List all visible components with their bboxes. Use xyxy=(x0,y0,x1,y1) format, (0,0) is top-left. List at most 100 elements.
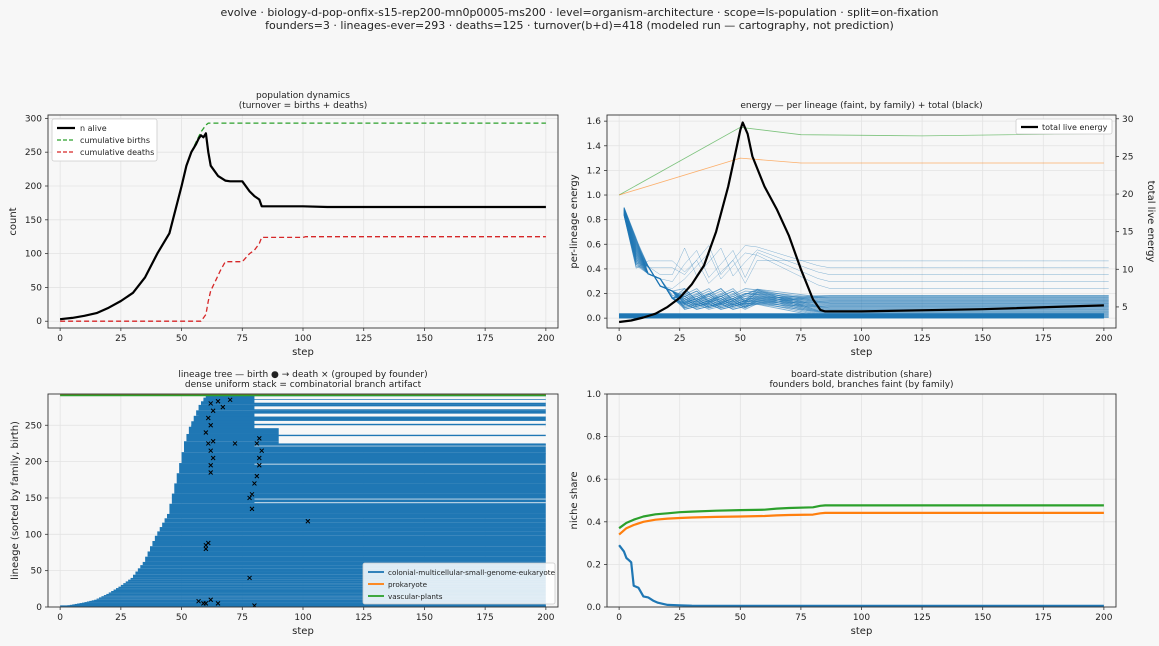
y-axis-label: lineage (sorted by family, birth) xyxy=(10,421,21,580)
lineage-energy-line xyxy=(623,214,1109,310)
death-marker xyxy=(252,481,257,486)
lineage-bar xyxy=(101,596,546,598)
death-marker xyxy=(203,546,209,552)
death-marker xyxy=(210,455,216,461)
y-right-tick-label: 30 xyxy=(1122,115,1134,125)
lineage-bar xyxy=(147,551,546,557)
lineage-bar xyxy=(96,598,546,600)
plot-area xyxy=(59,122,546,322)
x-tick-label: 50 xyxy=(176,613,188,623)
lineage-bar xyxy=(140,565,546,569)
y-tick-label: 200 xyxy=(25,458,42,468)
lineage-energy-line xyxy=(623,213,1109,303)
y-tick-label: 0.0 xyxy=(587,314,602,324)
dead-lineage-bar xyxy=(201,406,255,410)
death-marker xyxy=(210,408,216,414)
x-axis-label: step xyxy=(292,626,314,637)
figure-suptitle: evolve · biology-d-pop-onfix-s15-rep200-… xyxy=(0,6,1159,32)
x-tick-label: 75 xyxy=(237,613,248,623)
lineage-energy-line xyxy=(623,212,1109,310)
lineage-energy-line xyxy=(623,213,1109,301)
lineage-bar xyxy=(103,595,546,597)
y-tick-label: 300 xyxy=(25,114,42,124)
y-tick-label: 200 xyxy=(25,182,42,192)
plot-frame xyxy=(47,393,559,608)
death-marker xyxy=(249,491,255,497)
lineage-bar xyxy=(152,540,546,547)
death-marker xyxy=(254,473,260,479)
death-marker xyxy=(259,448,265,454)
lineage-energy-line xyxy=(623,215,1109,282)
dead-lineage-gap xyxy=(254,425,546,429)
plot-area xyxy=(618,121,1109,324)
x-tick-label: 200 xyxy=(537,334,554,344)
lineage-energy-line xyxy=(623,215,1109,284)
x-tick-label: 100 xyxy=(294,334,311,344)
lineage-bar xyxy=(154,535,546,541)
death-marker xyxy=(208,422,214,428)
lineage-bar xyxy=(176,473,546,484)
lineage-bar xyxy=(137,568,546,572)
lineage-bar xyxy=(171,493,546,504)
plot-frame xyxy=(606,114,1117,329)
x-tick-label: 150 xyxy=(416,334,433,344)
y-axis-label: niche share xyxy=(569,471,580,529)
lineage-bar xyxy=(184,441,546,453)
death-marker xyxy=(247,575,252,581)
plot-frame xyxy=(47,114,559,329)
x-tick-label: 200 xyxy=(1095,613,1112,623)
x-tick-label: 75 xyxy=(795,613,806,623)
lineage-bar xyxy=(94,599,546,601)
x-tick-label: 100 xyxy=(853,613,870,623)
x-tick-label: 0 xyxy=(57,334,63,344)
gap-line xyxy=(254,498,546,500)
lineage-energy-line xyxy=(623,211,1109,305)
death-marker xyxy=(256,462,262,468)
lineage-bar xyxy=(72,604,546,606)
series-line xyxy=(59,132,546,321)
suptitle-line-1: evolve · biology-d-pop-onfix-s15-rep200-… xyxy=(220,6,939,19)
y-tick-label: 250 xyxy=(25,148,42,158)
lineage-bar xyxy=(89,600,546,602)
x-axis-label: step xyxy=(851,347,873,358)
plot-frame xyxy=(606,393,1117,608)
x-tick-label: 150 xyxy=(974,334,991,344)
death-marker xyxy=(232,441,238,446)
y-tick-label: 0.8 xyxy=(587,216,602,226)
share-line xyxy=(618,544,1104,607)
x-tick-label: 175 xyxy=(1035,334,1052,344)
x-tick-label: 125 xyxy=(355,613,372,623)
legend-box xyxy=(1015,118,1113,135)
lineage-bar xyxy=(118,586,546,589)
dead-lineage-gap xyxy=(254,396,546,400)
lineage-bar xyxy=(157,531,546,536)
y-tick-label: 1.6 xyxy=(587,117,602,127)
dead-lineage-gap xyxy=(254,406,546,410)
lineage-energy-line xyxy=(623,214,1109,289)
lineage-bar xyxy=(164,518,546,523)
death-marker xyxy=(256,435,262,441)
faint-family-line xyxy=(618,157,1104,196)
x-tick-label: 100 xyxy=(853,334,870,344)
death-marker xyxy=(210,438,216,444)
death-marker xyxy=(215,398,221,404)
lineage-energy-line xyxy=(623,215,1109,277)
y-tick-label: 150 xyxy=(25,494,42,504)
y-tick-label: 1.0 xyxy=(587,390,602,400)
dead-lineage-gap xyxy=(254,413,546,417)
legend-label: colonial-multicellular-small-genome-euka… xyxy=(388,568,556,577)
lineage-bar xyxy=(99,597,546,599)
y-tick-label: 0.2 xyxy=(587,560,601,570)
death-marker xyxy=(208,401,214,406)
x-tick-label: 150 xyxy=(416,613,433,623)
y-tick-label: 150 xyxy=(25,216,42,226)
lineage-bar xyxy=(133,574,546,578)
y-tick-label: 50 xyxy=(31,283,43,293)
y-tick-label: 100 xyxy=(25,530,42,540)
y-right-tick-label: 15 xyxy=(1122,228,1133,238)
death-marker xyxy=(203,430,209,435)
share-line xyxy=(618,504,1104,530)
death-marker xyxy=(227,397,233,403)
x-tick-label: 0 xyxy=(57,613,63,623)
